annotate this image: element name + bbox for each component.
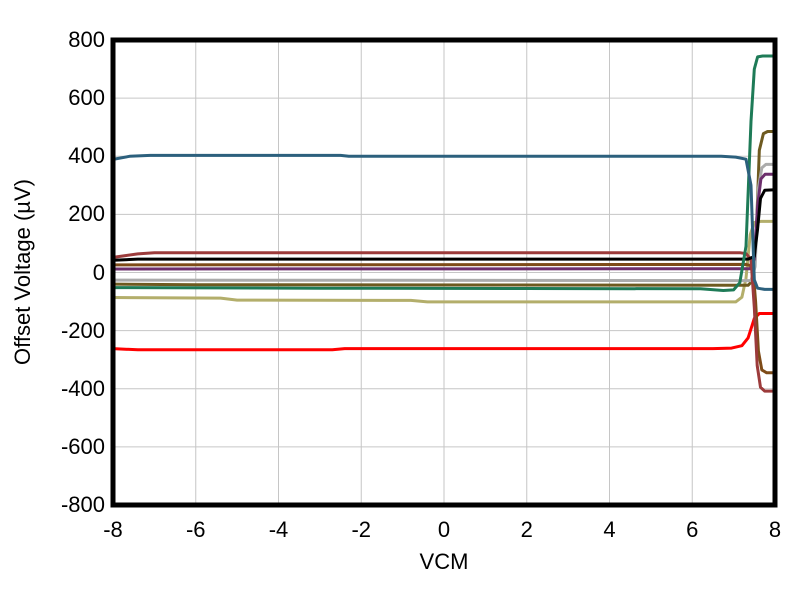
x-tick-label: 0: [437, 517, 451, 542]
y-tick-label: 200: [68, 201, 105, 227]
y-tick-label: 400: [68, 143, 105, 169]
plot-frame: [110, 37, 778, 508]
y-tick-label: 800: [68, 27, 105, 52]
x-tick-label: 2: [520, 517, 533, 542]
x-tick-label: -8: [103, 517, 123, 542]
x-axis-title: VCM: [419, 549, 469, 574]
x-tick-label: 6: [686, 517, 699, 542]
series-black: [112, 188, 776, 262]
y-tick-label: -400: [60, 375, 105, 401]
y-tick-label: -600: [60, 433, 105, 459]
series-seagreen: [112, 54, 775, 292]
x-tick-label: -4: [268, 517, 289, 542]
series-brickred: [112, 251, 775, 393]
y-tick-label: 600: [68, 85, 105, 111]
x-tick-label: -2: [351, 517, 372, 542]
x-tick-label: 8: [768, 517, 782, 542]
x-tick-label: 4: [603, 517, 616, 542]
x-tick-label: -6: [185, 517, 206, 542]
y-tick-label: -800: [60, 492, 105, 517]
series-saddlebrown: [112, 262, 775, 375]
y-tick-label: 0: [92, 259, 105, 285]
series-steelblue: [112, 153, 775, 291]
y-tick-label: -200: [60, 317, 105, 343]
